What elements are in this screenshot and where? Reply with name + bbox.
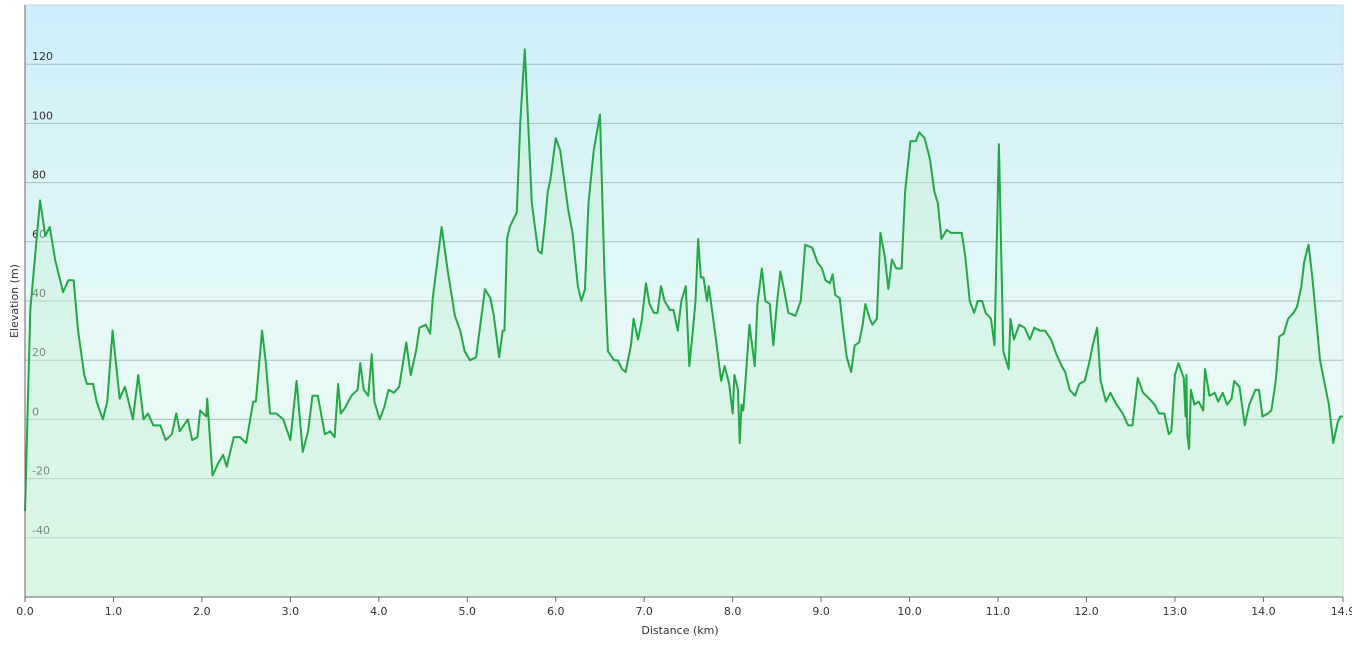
y-axis-label: Elevation (m): [8, 264, 21, 338]
x-tick-label: 13.0: [1163, 605, 1188, 618]
y-tick-label: -40: [32, 524, 50, 537]
x-tick-label: 12.0: [1074, 605, 1099, 618]
x-tick-label: 3.0: [282, 605, 300, 618]
x-axis-label: Distance (km): [641, 624, 718, 637]
y-tick-label: 120: [32, 50, 53, 63]
y-tick-label: -20: [32, 465, 50, 478]
x-tick-label: 11.0: [986, 605, 1011, 618]
elevation-line: [24, 48, 1343, 512]
x-tick-label: 10.0: [897, 605, 922, 618]
x-tick-label: 2.0: [193, 605, 211, 618]
x-tick-label: 9.0: [812, 605, 830, 618]
x-tick-label: 8.0: [724, 605, 742, 618]
area-fill: [25, 49, 1343, 597]
y-tick-label: 20: [32, 346, 46, 359]
x-tick-label: 5.0: [459, 605, 477, 618]
x-tick-label: 1.0: [105, 605, 123, 618]
x-tick-label: 14.0: [1251, 605, 1276, 618]
y-tick-label: 100: [32, 109, 53, 122]
y-tick-label: 40: [32, 287, 46, 300]
y-tick-label: 60: [32, 228, 46, 241]
y-tick-label: 0: [32, 405, 39, 418]
x-tick-label: 7.0: [635, 605, 653, 618]
x-tick-label: 4.0: [370, 605, 388, 618]
x-tick-label: 6.0: [547, 605, 565, 618]
x-tick-label: 0.0: [16, 605, 34, 618]
x-tick-label: 14.9: [1331, 605, 1352, 618]
y-tick-label: 80: [32, 169, 46, 182]
